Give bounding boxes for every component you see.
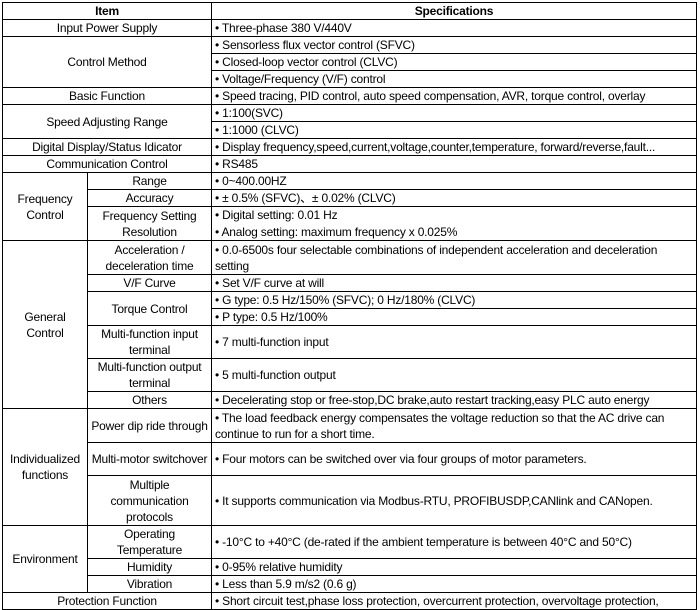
item-cell: Range [87, 172, 212, 190]
group-cell: General Control [2, 240, 88, 409]
spec-cell: • Speed tracing, PID control, auto speed… [211, 87, 697, 105]
table-row: Environment Operating Temperature • -10°… [2, 525, 697, 593]
spec-cell: • Closed-loop vector control (CLVC) [211, 53, 697, 71]
table-row: Multi-motor switchover • Four motors can… [3, 442, 697, 476]
item-cell: V/F Curve [87, 274, 212, 292]
table-row: Torque Control • G type: 0.5 Hz/150% (SF… [3, 291, 697, 326]
table-row: Vibration • Less than 5.9 m/s2 (0.6 g) [3, 575, 697, 593]
spec-cell: • 0.0-6500s four selectable combinations… [211, 240, 697, 275]
item-cell: Control Method [2, 36, 212, 88]
spec-cell: • RS485 [211, 155, 697, 173]
item-cell: Multi-motor switchover [87, 442, 212, 476]
item-cell: Humidity [87, 558, 212, 576]
table-row: General Control Acceleration / decelerat… [2, 240, 697, 409]
spec-cell: • G type: 0.5 Hz/150% (SFVC); 0 Hz/180% … [211, 291, 697, 309]
spec-cell: • Analog setting: maximum frequency x 0.… [211, 223, 697, 241]
spec-cell: • Short circuit test,phase loss protecti… [211, 592, 697, 610]
item-cell: Power dip ride through [87, 408, 212, 443]
spec-cell: • 0-95% relative humidity [211, 558, 697, 576]
spec-cell: • Voltage/Frequency (V/F) control [211, 70, 697, 88]
spec-cell: • Digital setting: 0.01 Hz [211, 206, 697, 224]
table-row: Multi-function output terminal • 5 multi… [3, 358, 697, 392]
item-cell: Torque Control [87, 291, 212, 326]
spec-cell: • 5 multi-function output [211, 358, 697, 392]
item-cell: Protection Function [2, 592, 212, 610]
item-cell: Multi-function input terminal [87, 325, 212, 359]
table-row: Control Method • Sensorless flux vector … [2, 36, 697, 88]
spec-cell: • ± 0.5% (SFVC)、± 0.02% (CLVC) [211, 189, 697, 207]
table-row: Multi-function input terminal • 7 multi-… [3, 325, 697, 359]
table-row: Input Power Supply • Three-phase 380 V/4… [2, 19, 697, 37]
spec-cell: • Set V/F curve at will [211, 274, 697, 292]
table-row: Basic Function • Speed tracing, PID cont… [2, 87, 697, 105]
item-cell: Operating Temperature [87, 525, 212, 559]
spec-cell: • The load feedback energy compensates t… [211, 408, 697, 443]
spec-cell: • -10°C to +40°C (de-rated if the ambien… [211, 525, 697, 559]
spec-cell: • 7 multi-function input [211, 325, 697, 359]
item-cell: Input Power Supply [2, 19, 212, 37]
group-cell: Environment [2, 525, 88, 593]
spec-cell: • It supports communication via Modbus-R… [211, 475, 697, 526]
item-cell: Frequency Setting Resolution [87, 206, 212, 241]
item-cell: Digital Display/Status Idicator [2, 138, 212, 156]
item-cell: Speed Adjusting Range [2, 104, 212, 139]
spec-cell: • 0~400.00HZ [211, 172, 697, 190]
spec-cell: • Three-phase 380 V/440V [211, 19, 697, 37]
item-cell: Vibration [87, 575, 212, 593]
table-row: Communication Control • RS485 [2, 155, 697, 173]
spec-cell: • Decelerating stop or free-stop,DC brak… [211, 391, 697, 409]
table-row: V/F Curve • Set V/F curve at will [3, 274, 697, 292]
spec-cell: • Display frequency,speed,current,voltag… [211, 138, 697, 156]
table-row: Individualized functions Power dip ride … [2, 408, 697, 526]
item-cell: Accuracy [87, 189, 212, 207]
spec-cell: • Sensorless flux vector control (SFVC) [211, 36, 697, 54]
table-row: Accuracy • ± 0.5% (SFVC)、± 0.02% (CLVC) [3, 189, 697, 207]
item-cell: Others [87, 391, 212, 409]
table-row: Frequency Control Range • 0~400.00HZ [2, 172, 697, 241]
item-cell: Communication Control [2, 155, 212, 173]
spec-cell: • 1:100(SVC) [211, 104, 697, 122]
spec-cell: • 1:1000 (CLVC) [211, 121, 697, 139]
item-cell: Acceleration / deceleration time [87, 240, 212, 275]
group-cell: Frequency Control [2, 172, 88, 241]
item-cell: Multiple communication protocols [87, 475, 212, 526]
group-cell: Individualized functions [2, 408, 88, 526]
table-row: Protection Function • Short circuit test… [2, 592, 697, 610]
item-cell: Basic Function [2, 87, 212, 105]
table-row: Multiple communication protocols • It su… [3, 475, 697, 526]
table-row: Frequency Setting Resolution • Digital s… [3, 206, 697, 241]
table-row: Others • Decelerating stop or free-stop,… [3, 391, 697, 409]
header-item: Item [2, 2, 212, 20]
table-row: Humidity • 0-95% relative humidity [3, 558, 697, 576]
spec-cell: • Four motors can be switched over via f… [211, 442, 697, 476]
spec-cell: • P type: 0.5 Hz/100% [211, 308, 697, 326]
spec-cell: • Less than 5.9 m/s2 (0.6 g) [211, 575, 697, 593]
header-specifications: Specifications [211, 2, 697, 20]
header-row: Item Specifications [2, 2, 697, 20]
table-row: Speed Adjusting Range • 1:100(SVC) [2, 104, 697, 139]
item-cell: Multi-function output terminal [87, 358, 212, 392]
table-row: Digital Display/Status Idicator • Displa… [2, 138, 697, 156]
